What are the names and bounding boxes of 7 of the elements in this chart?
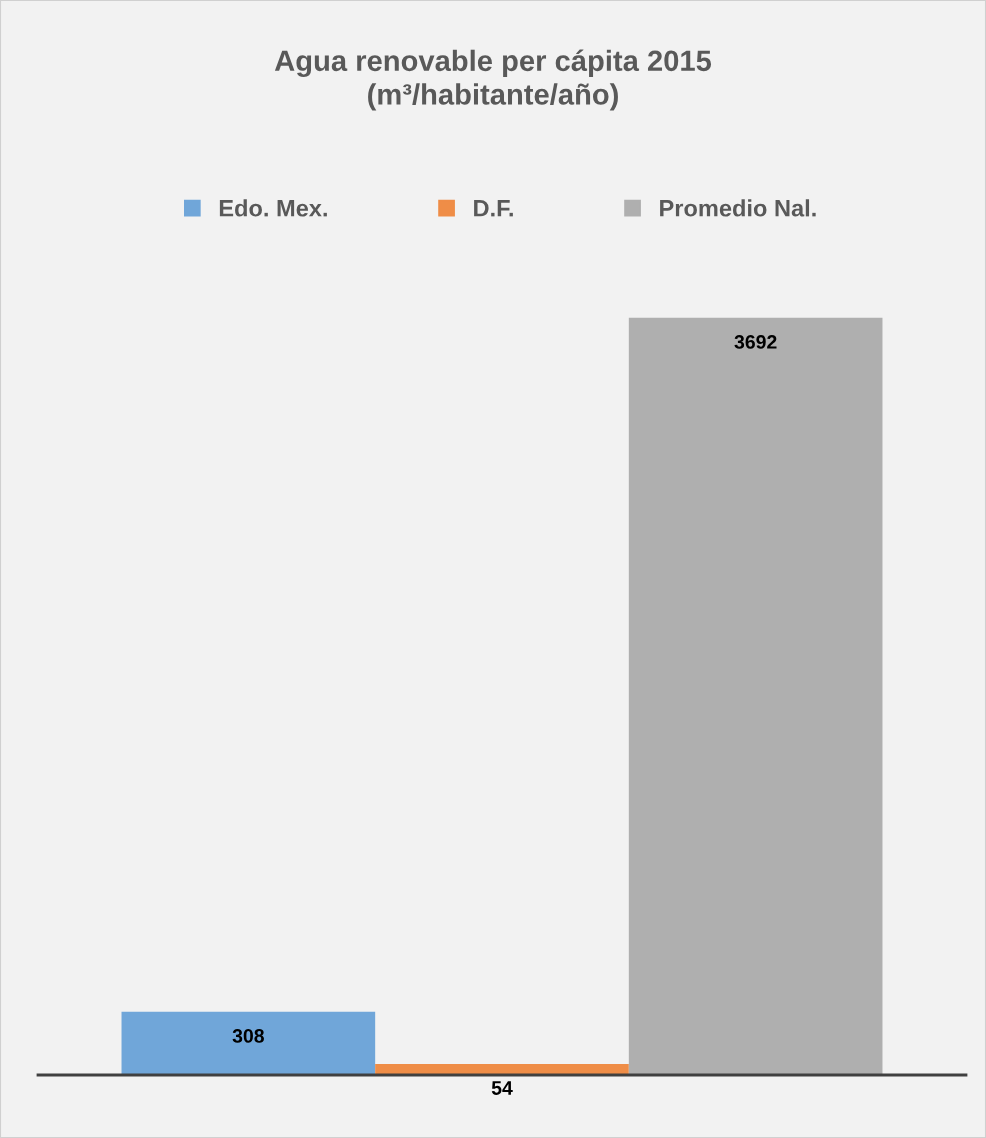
data-label: 54 bbox=[491, 1081, 513, 1095]
chart-title: Agua renovable per cápita 2015 (m³/habitante/año) bbox=[274, 49, 712, 111]
legend-label: Promedio Nal. bbox=[660, 199, 816, 217]
legend-label: D.F. bbox=[474, 200, 513, 217]
legend-label: Edo. Mex. bbox=[219, 199, 327, 217]
data-label: 3692 bbox=[734, 335, 777, 349]
data-label: 308 bbox=[232, 1029, 264, 1043]
